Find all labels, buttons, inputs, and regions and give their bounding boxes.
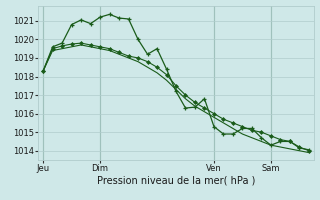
X-axis label: Pression niveau de la mer( hPa ): Pression niveau de la mer( hPa ) — [97, 176, 255, 186]
